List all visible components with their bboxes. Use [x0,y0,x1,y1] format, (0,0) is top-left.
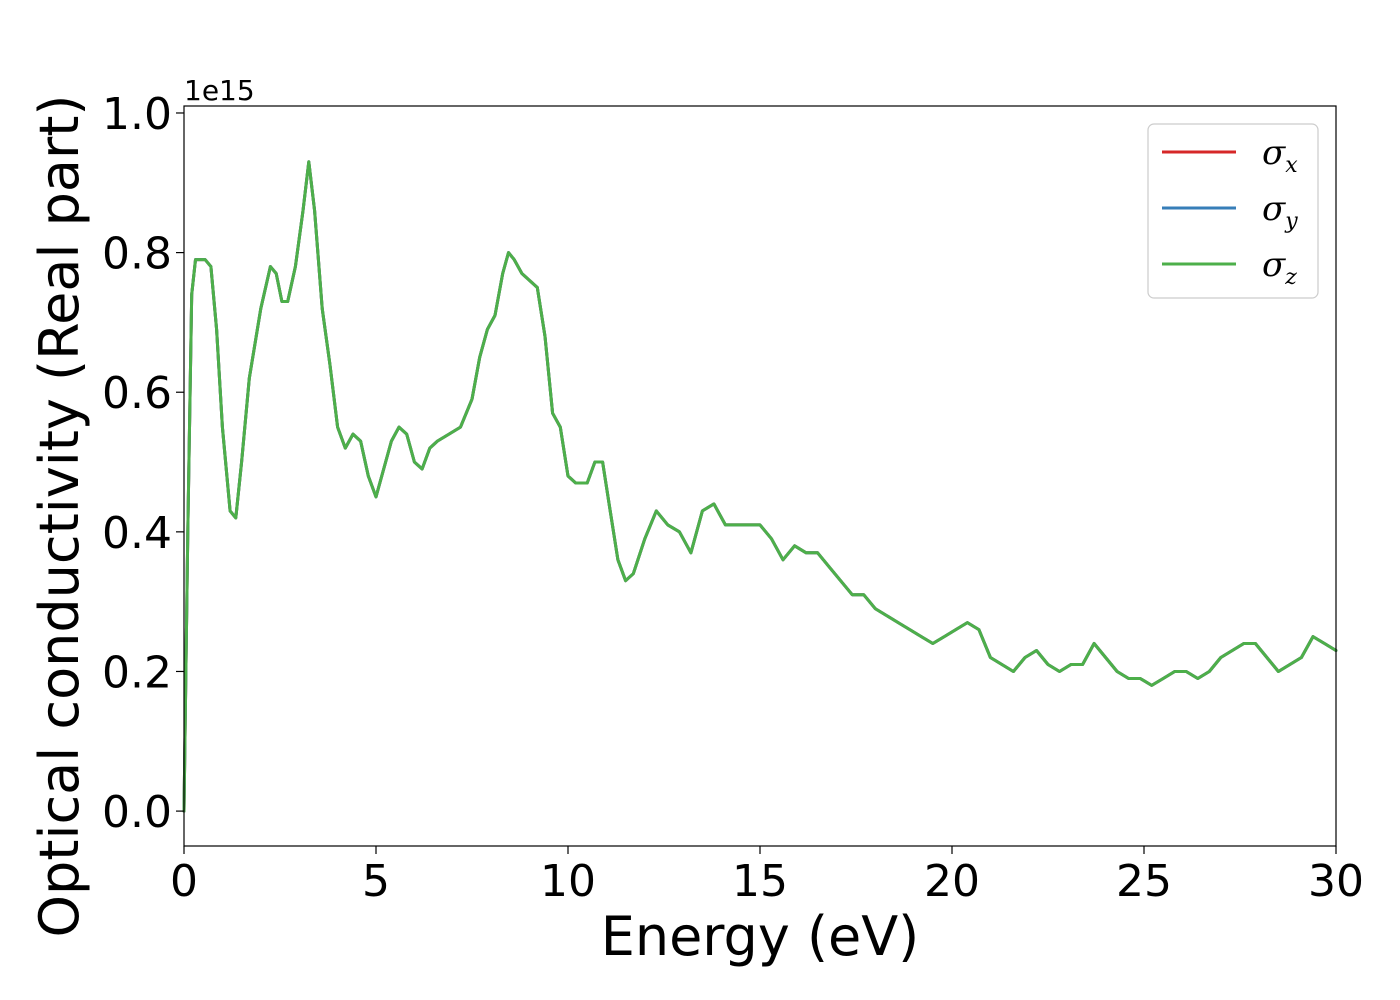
x-axis-label: Energy (eV) [601,905,920,968]
legend-symbol: σ [1262,245,1286,285]
legend-label-x: σx [1262,133,1298,178]
y-tick-label: 0.2 [102,647,172,698]
x-tick-label: 25 [1116,856,1172,907]
legend-symbol: σ [1262,189,1286,229]
x-tick-label: 10 [540,856,596,907]
x-tick-label: 15 [732,856,788,907]
x-axis-ticks: 0 5 10 15 20 25 30 [170,846,1364,907]
y-tick-label: 1.0 [102,89,172,140]
y-tick-label: 0.0 [102,787,172,838]
legend-subscript: x [1285,153,1298,178]
legend-subscript: y [1284,209,1298,234]
x-tick-label: 0 [170,856,198,907]
x-tick-label: 20 [924,856,980,907]
legend-subscript: z [1284,265,1297,290]
legend-symbol: σ [1262,133,1286,173]
y-tick-label: 0.4 [102,508,172,559]
series-line-z [182,160,1338,813]
x-tick-label: 30 [1308,856,1364,907]
y-axis-label: Optical conductivity (Real part) [28,95,91,938]
y-axis-offset-label: 1e15 [184,74,255,107]
legend-box [1147,123,1319,299]
y-tick-label: 0.6 [102,368,172,419]
legend-label-z: σz [1262,245,1297,290]
y-tick-label: 0.8 [102,229,172,280]
legend-label-y: σy [1262,189,1298,234]
y-axis-ticks: 0.0 0.2 0.4 0.6 0.8 1.0 [102,89,184,838]
x-tick-label: 5 [362,856,390,907]
series-layer [182,160,1338,813]
